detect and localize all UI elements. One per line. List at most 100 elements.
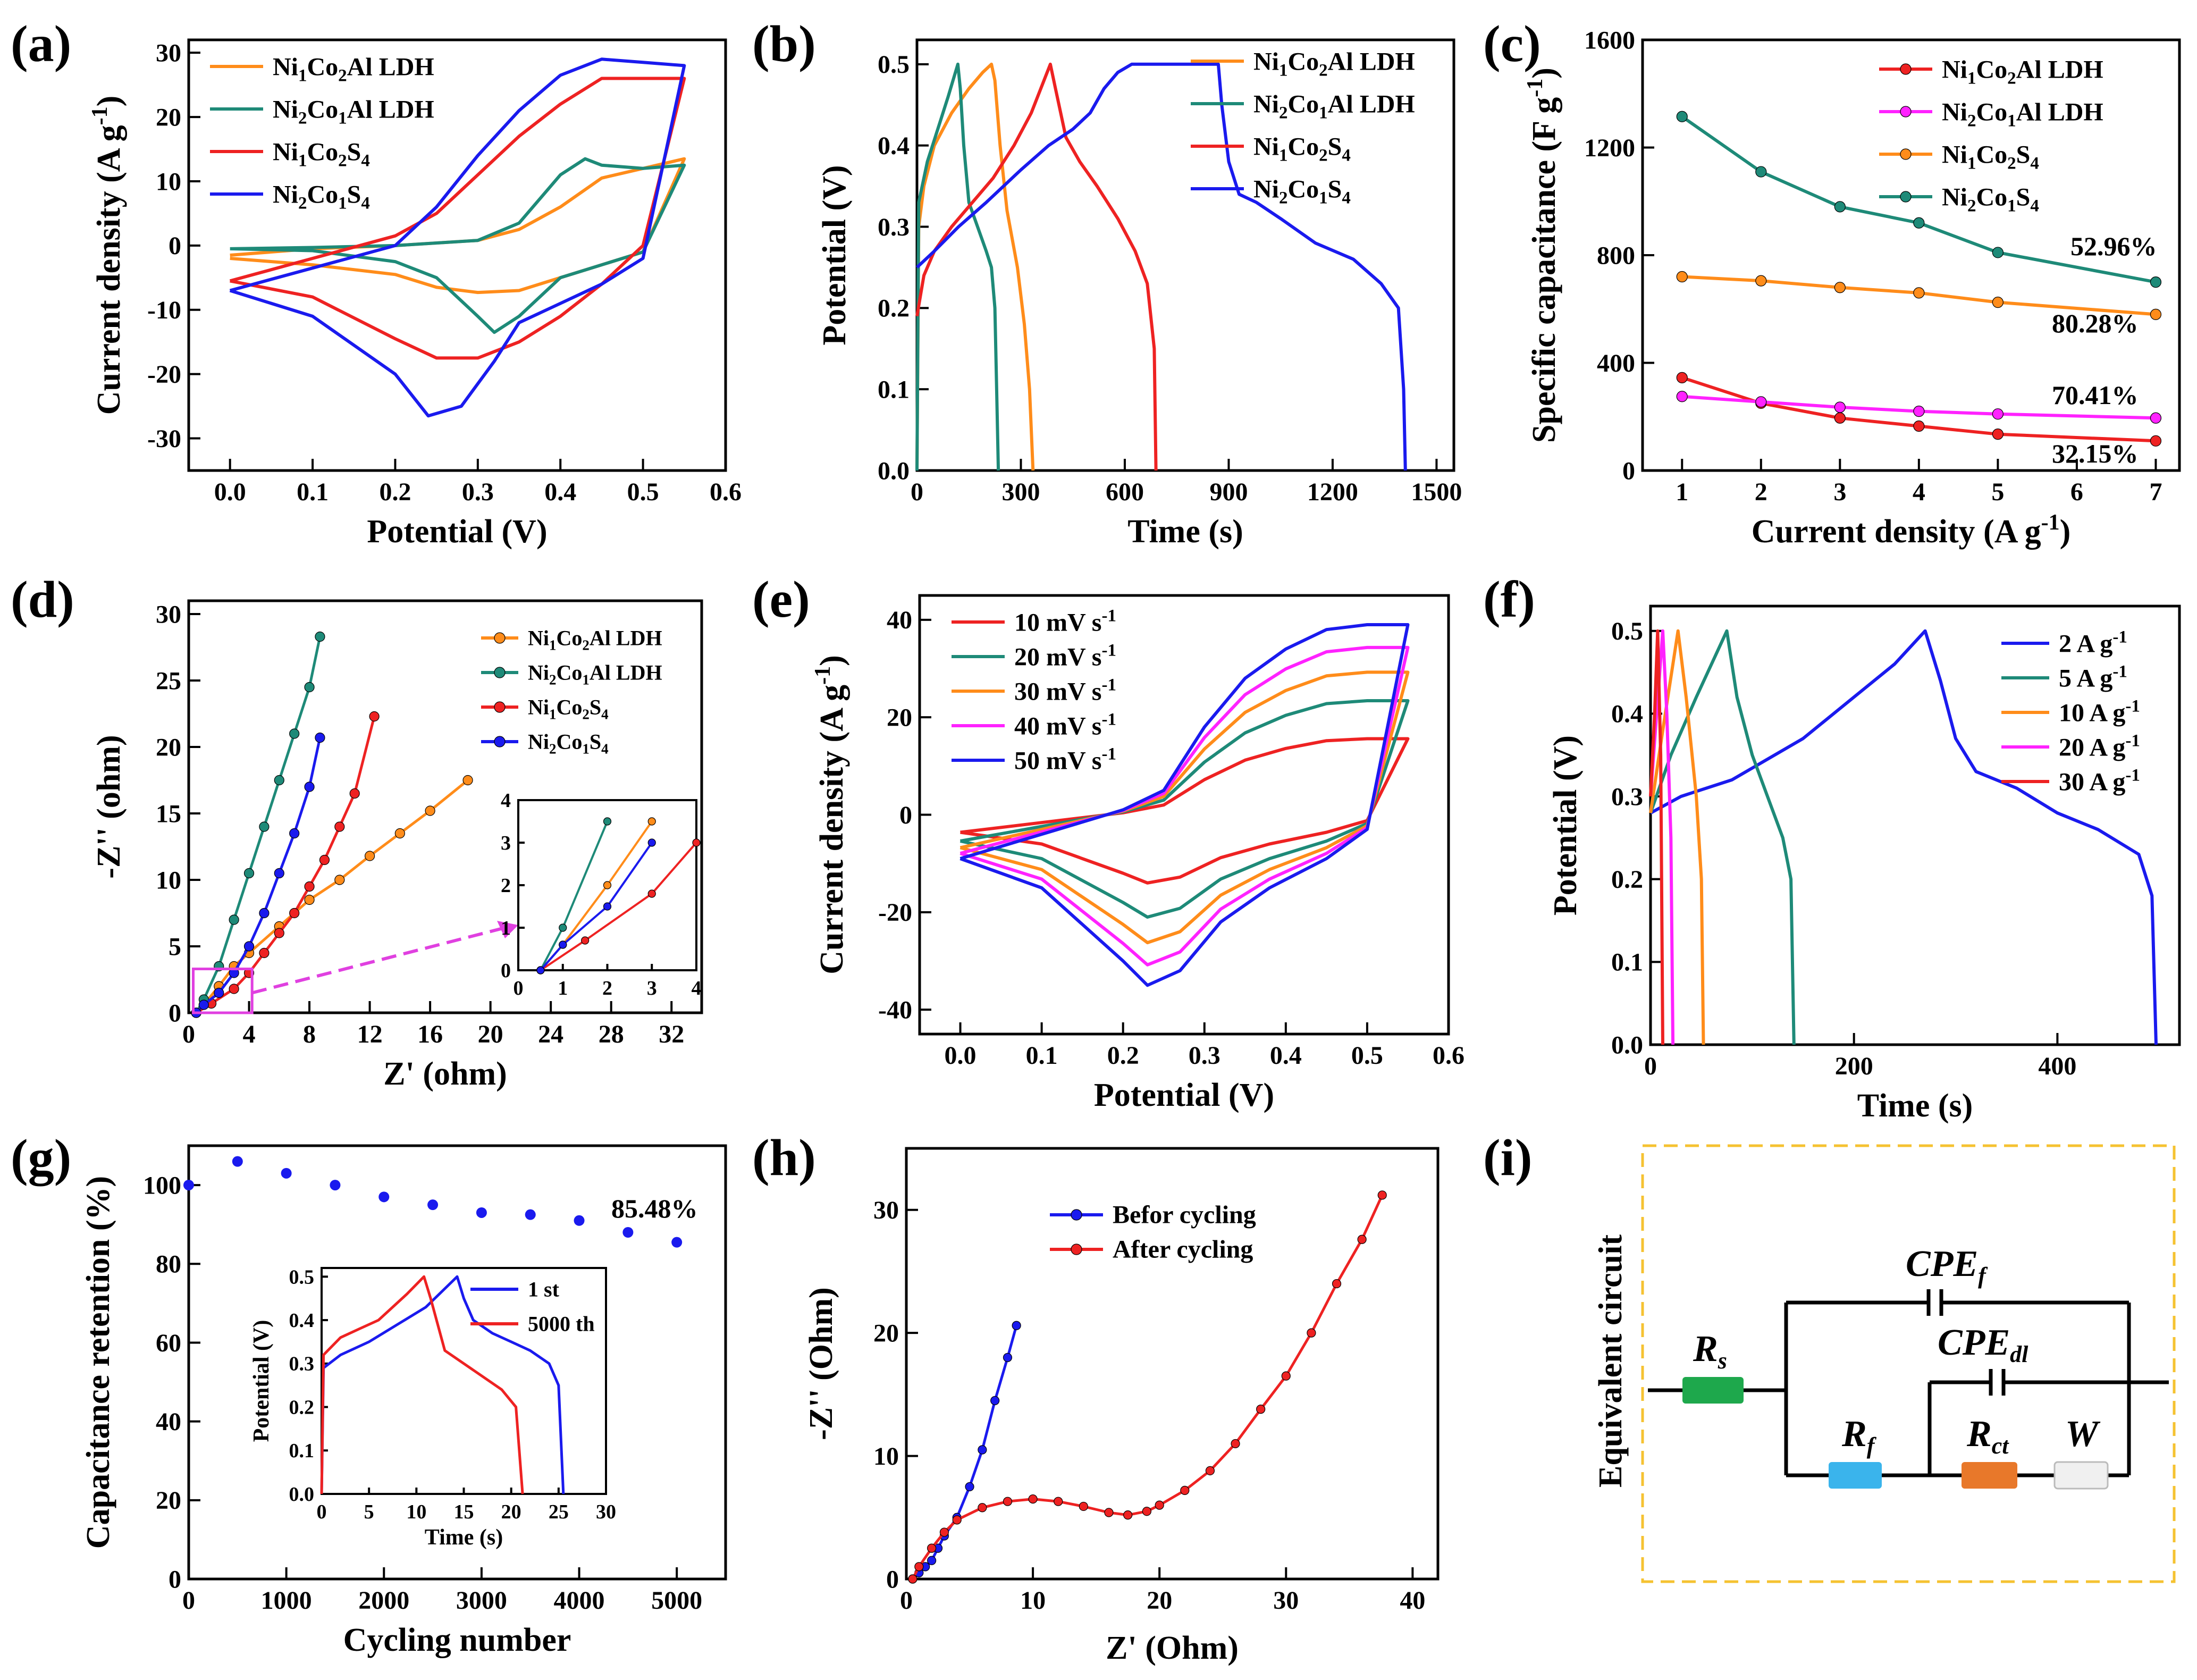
label-part: O (803, 1344, 839, 1370)
label-part: C (80, 1525, 116, 1549)
nyquist-point (1205, 1466, 1215, 1475)
label-subscript: 4 (1342, 188, 1351, 207)
label-part: Ni (1253, 90, 1279, 118)
label-part: Co (307, 180, 339, 208)
label-part: Ni (1253, 132, 1279, 161)
x-tick-label: 300 (1001, 478, 1040, 506)
legend-label: Ni2​Co1​Al LDH (273, 95, 434, 128)
x-tick-label: 3 (1833, 478, 1846, 506)
panel-f: (f) 0 200 400 0.0 0.1 0.2 0.3 0.4 0.5 Time (s) Pote… (1483, 571, 2181, 1124)
label-subscript: 1 (1967, 69, 1976, 88)
nyquist-point (364, 851, 375, 861)
label-w: W (2065, 1414, 2101, 1455)
label-part: ycling number (367, 1622, 571, 1658)
label-part: V (1067, 608, 1086, 636)
label-subscript: 1 (582, 672, 590, 688)
y-tick-label: -20 (878, 898, 912, 927)
nyquist-point (198, 999, 209, 1010)
y-tick-label: 0.2 (878, 295, 910, 323)
y-tick-label: 0.0 (1611, 1031, 1643, 1059)
capacitance-line (1681, 115, 2156, 284)
label-part: A (814, 708, 850, 732)
y-tick-label: 0 (169, 232, 181, 260)
panel-label: (h) (752, 1129, 816, 1187)
label-part: l (605, 661, 616, 685)
label-part: S (2016, 140, 2031, 169)
label-part: Ni (1942, 98, 1967, 126)
nyquist-point (1155, 1500, 1164, 1510)
nyquist-point (304, 682, 315, 693)
y-tick-label: 0 (501, 960, 511, 982)
nyquist-point (1028, 1494, 1038, 1504)
y-tick-label: 1200 (1584, 134, 1635, 162)
cv-curve (229, 77, 686, 360)
gcd-curve (1649, 629, 1664, 1045)
capacitance-point (1834, 201, 1846, 213)
label-part: C (91, 391, 127, 415)
label-subscript: 2 (582, 637, 590, 653)
y-tick-label: 10 (156, 167, 181, 196)
y-axis-label: Capacitance retention (%) (80, 1176, 116, 1549)
x-tick-label: 3 (647, 977, 657, 999)
label-subscript: 1 (549, 637, 557, 653)
nyquist-point (462, 775, 473, 786)
label-part: A (2016, 55, 2035, 83)
label-superscript: -1 (1101, 606, 1116, 625)
label-part: H (645, 626, 662, 650)
capacitance-line (1682, 394, 2156, 420)
label-part: Z (803, 1407, 839, 1429)
y-tick-label: 0.2 (1611, 866, 1643, 894)
capacitance-point (1676, 271, 1688, 283)
x-tick-label: 0.4 (544, 478, 576, 506)
capacitance-point (1755, 396, 1767, 408)
label-part: ' ( (1127, 1630, 1156, 1666)
legend-label: 10 A g-1​ (2059, 696, 2140, 727)
legend-label: Ni1​Co2​S4​ (1942, 140, 2039, 173)
label-part: H (2083, 55, 2103, 83)
legend-label: 2 A g-1​ (2059, 627, 2127, 658)
label-subscript: 1 (1319, 188, 1328, 207)
label-part: P (367, 514, 387, 550)
label-part: L (2048, 55, 2065, 83)
label-part: g (2016, 514, 2041, 550)
label-part: T (1127, 514, 1149, 550)
nyquist-point (349, 788, 360, 799)
label-subscript: 2 (1319, 61, 1328, 80)
legend-label: Ni2​Co1​S4​ (1253, 175, 1351, 207)
label-part: 5 (2059, 664, 2076, 692)
capacitance-point (1913, 420, 1925, 432)
inset-point (603, 817, 612, 826)
label-part: Co (557, 730, 583, 754)
label-part: D (396, 95, 415, 123)
x-tick-label: 0.6 (1433, 1041, 1464, 1070)
label-part: 20 m (1014, 643, 1067, 671)
x-axis-label: Potential (V) (1094, 1077, 1274, 1113)
panel-label: (c) (1483, 15, 1541, 73)
label-part: s (1085, 608, 1102, 636)
label-subscript: 1 (298, 66, 307, 85)
legend-label: 20 A g-1​ (2059, 731, 2140, 761)
x-tick-label: 1 (1676, 478, 1688, 506)
label-part: A (1328, 47, 1346, 75)
label-part: pecific capacitance ( (1526, 141, 1562, 425)
label-part: s (1085, 643, 1102, 671)
nyquist-point (1079, 1501, 1088, 1511)
label-part: A (1994, 514, 2018, 550)
nyquist-point (1104, 1508, 1114, 1517)
label-subscript: 2 (338, 66, 347, 85)
label-subscript: 2 (338, 151, 347, 170)
label-part: l (605, 626, 616, 650)
x-tick-label: 0 (182, 1020, 195, 1048)
legend-label: 30 A g-1​ (2059, 766, 2140, 796)
label-part: H (2083, 98, 2103, 126)
x-tick-label: 24 (538, 1020, 563, 1048)
inset-point (536, 966, 545, 975)
label-subscript: 2 (1279, 103, 1288, 122)
label-subscript: 1 (2007, 196, 2016, 215)
y-tick-label: 0.4 (878, 132, 910, 160)
label-part: otential ( (249, 1343, 274, 1429)
label-part: S (1328, 132, 1342, 161)
label-part: V (1067, 746, 1086, 775)
legend-label: 20 mV s-1​ (1014, 641, 1116, 671)
capacitance-point (1913, 287, 1925, 299)
